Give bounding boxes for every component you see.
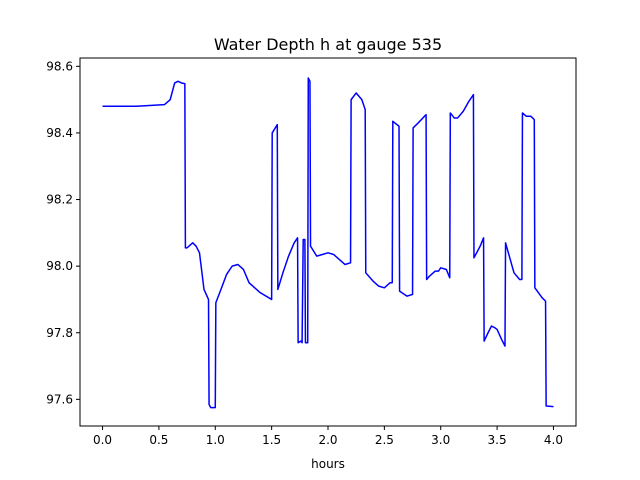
chart-title: Water Depth h at gauge 535 [214, 35, 442, 54]
x-tick-label: 4.0 [544, 433, 563, 447]
y-tick-label: 97.6 [46, 392, 73, 406]
x-tick-label: 0.0 [93, 433, 112, 447]
x-axis: 0.0 0.5 1.0 1.5 2.0 2.5 3.0 3.5 4.0 [93, 426, 563, 447]
x-tick-label: 1.5 [262, 433, 281, 447]
series-layer [102, 77, 554, 409]
y-tick-label: 98.0 [46, 259, 73, 273]
y-tick-label: 98.6 [46, 59, 73, 73]
x-tick-label: 3.5 [488, 433, 507, 447]
y-tick-label: 98.4 [46, 126, 73, 140]
x-tick-label: 2.5 [375, 433, 394, 447]
x-tick-label: 1.0 [206, 433, 225, 447]
y-axis: 97.6 97.8 98.0 98.2 98.4 98.6 [46, 59, 80, 406]
y-tick-label: 97.8 [46, 326, 73, 340]
x-axis-label: hours [311, 457, 345, 471]
y-tick-label: 98.2 [46, 193, 73, 207]
x-tick-label: 0.5 [149, 433, 168, 447]
series-line [102, 77, 554, 409]
plot-area: 0.0 0.5 1.0 1.5 2.0 2.5 3.0 3.5 4.0 97.6 97.8 98.0… [46, 57, 577, 447]
x-tick-label: 3.0 [431, 433, 450, 447]
axes-frame [79, 57, 577, 427]
x-tick-label: 2.0 [318, 433, 337, 447]
